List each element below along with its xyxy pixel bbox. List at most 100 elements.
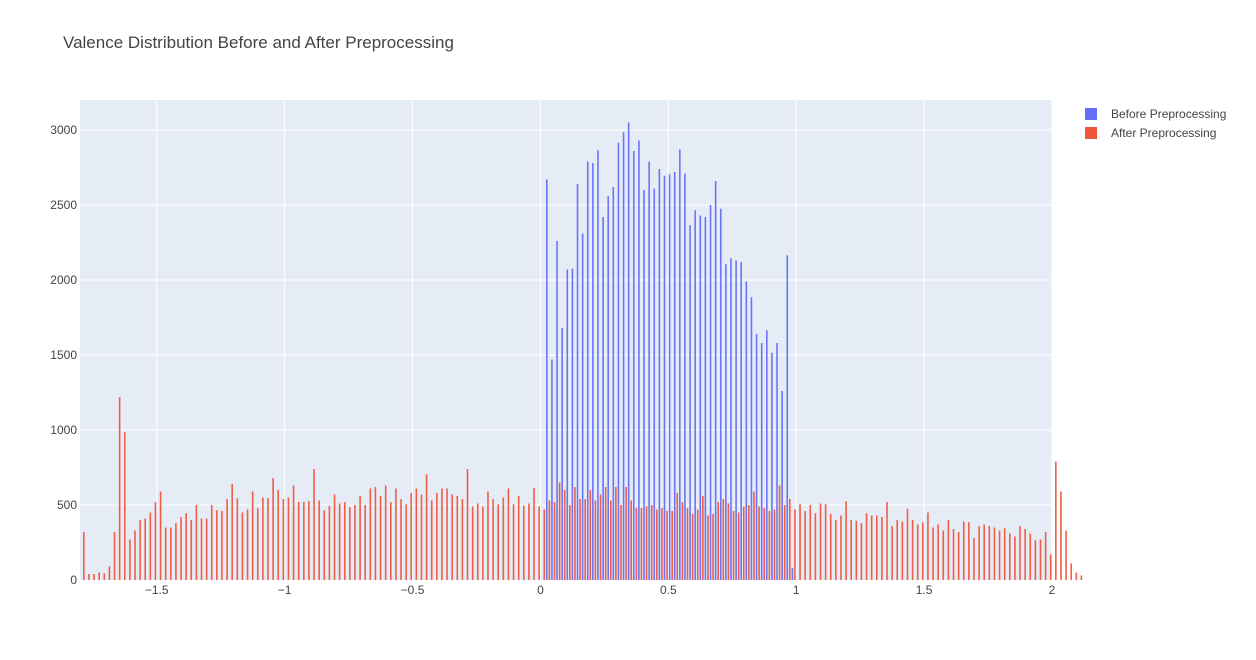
bar-after (98, 572, 100, 580)
bar-after (835, 520, 837, 580)
bar-after (420, 494, 423, 580)
bar-after (569, 505, 571, 580)
bar-after (686, 508, 689, 580)
bar-after (374, 487, 377, 580)
bar-after (507, 488, 510, 580)
bar-after (702, 496, 704, 580)
bar-after (906, 508, 909, 580)
legend-swatch (1085, 108, 1097, 120)
x-tick-label: −1 (278, 583, 292, 597)
bar-before (699, 215, 702, 580)
bar-after (742, 506, 745, 580)
legend-item-after[interactable]: After Preprocessing (1085, 126, 1216, 140)
bar-after (241, 512, 244, 580)
bar-after (778, 485, 781, 580)
bar-after (916, 524, 919, 580)
bar-after (579, 499, 581, 580)
bar-after (901, 521, 904, 580)
bar-after (630, 500, 633, 580)
bar-after (712, 514, 714, 580)
bar-after (620, 505, 622, 580)
bar-after (297, 502, 300, 580)
bar-after (922, 522, 924, 580)
bar-after (343, 502, 346, 580)
bar-after (88, 574, 90, 580)
bar-after (528, 503, 530, 580)
bar-after (1024, 529, 1026, 580)
bar-after (221, 511, 223, 580)
bar-after (814, 513, 817, 580)
bar-after (763, 508, 766, 580)
bar-after (210, 505, 213, 580)
bar-before (632, 151, 635, 580)
bar-after (558, 482, 561, 580)
x-tick-label: 0 (537, 583, 544, 597)
bar-after (563, 490, 566, 580)
bar-after (83, 532, 85, 580)
bar-after (405, 504, 407, 580)
bar-after (809, 505, 812, 580)
bar-before (689, 225, 691, 580)
bar-before (648, 161, 650, 580)
bar-before (714, 181, 717, 580)
bar-after (937, 524, 939, 580)
bar-after (389, 502, 392, 580)
bar-after (604, 487, 607, 580)
bar-after (451, 494, 453, 580)
legend-item-before[interactable]: Before Preprocessing (1085, 107, 1226, 121)
bar-after (681, 502, 684, 580)
bar-before (561, 328, 563, 580)
legend[interactable]: Before Preprocessing After Preprocessing (1085, 107, 1226, 140)
bar-after (615, 487, 617, 580)
bar-after (256, 508, 259, 580)
bar-after (650, 505, 653, 580)
bar-after (154, 502, 157, 580)
bar-after (113, 532, 116, 580)
bars (83, 122, 1083, 580)
bar-after (415, 488, 418, 580)
bar-after (799, 504, 801, 580)
bar-after (748, 505, 750, 580)
bar-after (1070, 563, 1072, 580)
bar-after (272, 478, 274, 580)
bar-before (704, 217, 707, 580)
y-tick-label: 3000 (50, 123, 77, 137)
bar-after (103, 573, 106, 580)
bar-after (932, 527, 934, 580)
y-axis-ticks: 0 500 1000 1500 2000 2500 3000 (50, 123, 77, 587)
bar-after (952, 529, 955, 580)
bar-after (359, 496, 361, 580)
bar-after (804, 511, 806, 580)
bar-after (891, 526, 893, 580)
bar-before (786, 255, 789, 580)
x-tick-label: 1 (793, 583, 800, 597)
bar-after (886, 502, 888, 580)
bar-after (267, 498, 269, 580)
x-tick-label: −0.5 (401, 583, 425, 597)
bar-after (364, 505, 366, 580)
bar-after (466, 469, 469, 580)
bar-after (175, 523, 177, 580)
bar-after (354, 505, 356, 580)
bar-after (594, 500, 597, 580)
bar-after (195, 505, 198, 580)
y-tick-label: 0 (70, 573, 77, 587)
bar-after (1044, 532, 1047, 580)
bar-after (134, 530, 136, 580)
bar-after (159, 491, 162, 580)
bar-after (471, 506, 474, 580)
bar-before (730, 258, 732, 580)
bar-before (607, 196, 609, 580)
bar-after (108, 566, 111, 580)
bar-after (430, 500, 433, 580)
bar-after (942, 530, 945, 580)
bar-before (643, 190, 645, 580)
bar-before (735, 260, 737, 580)
bar-after (395, 488, 397, 580)
bar-before (791, 568, 794, 580)
bar-after (1080, 575, 1083, 580)
bar-before (766, 330, 768, 580)
bar-after (599, 494, 602, 580)
bar-after (860, 523, 863, 580)
